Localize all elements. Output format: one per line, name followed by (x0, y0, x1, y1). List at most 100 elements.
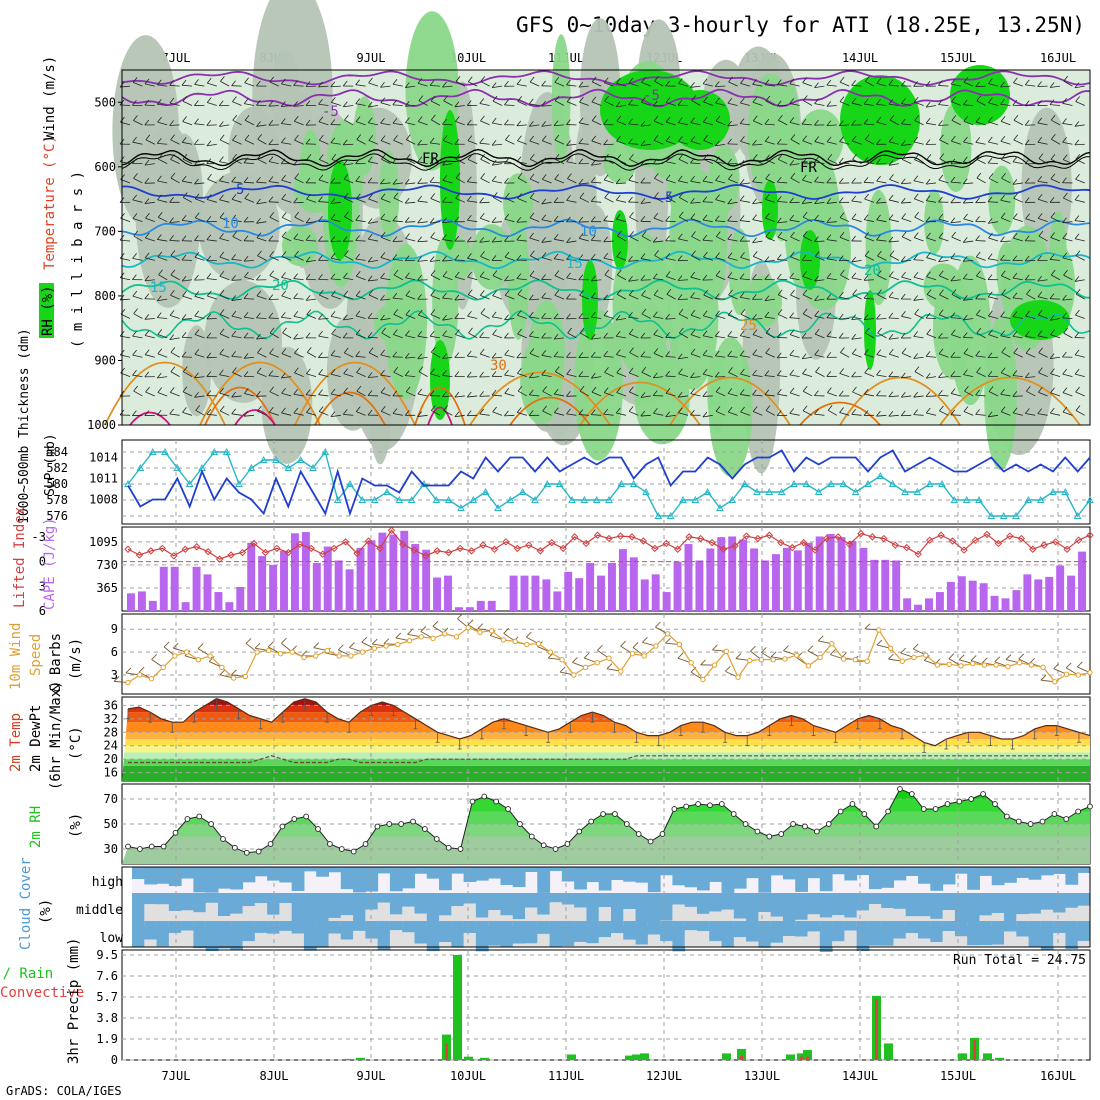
barb-flag (442, 234, 447, 240)
barb-flag (938, 390, 943, 396)
wind-barb-flag (1029, 657, 1036, 664)
barb (368, 376, 379, 378)
barb-flag (764, 295, 770, 302)
barb (368, 294, 379, 300)
cape-bar (1012, 590, 1021, 611)
barb (157, 317, 168, 319)
barb (777, 393, 788, 397)
wind-barb-flag (267, 641, 274, 648)
cape-bar (127, 593, 135, 611)
barb (268, 105, 279, 107)
barb-flag (876, 99, 881, 105)
barb (1013, 218, 1023, 223)
barb (603, 179, 614, 184)
barb (343, 318, 354, 321)
barb-flag (616, 135, 621, 142)
barb-flag (913, 232, 919, 238)
wind-speed-point (359, 649, 366, 655)
barb (244, 260, 255, 262)
thickness-point (506, 495, 515, 503)
barb (145, 354, 155, 358)
barb-flag (714, 215, 720, 221)
contour-label: FR (422, 151, 439, 167)
barb (1074, 220, 1085, 223)
barb-flag (591, 135, 597, 142)
barb-flag (900, 80, 906, 87)
barb (752, 181, 763, 184)
barb-flag (1062, 233, 1068, 239)
barb-flag (628, 118, 633, 125)
barb-flag (838, 255, 844, 261)
cloud-low-line (1040, 921, 1054, 924)
thickness-point (210, 447, 219, 455)
barb (852, 353, 862, 358)
barb (343, 295, 354, 300)
thickness-point (383, 487, 391, 495)
cloud-low-gap (353, 930, 366, 947)
barb-flag (963, 369, 968, 375)
barb (1074, 238, 1085, 242)
barb (442, 375, 453, 377)
thickness-point (987, 511, 996, 519)
cape-bar (1001, 598, 1010, 611)
barb (926, 122, 937, 126)
barb (690, 85, 701, 88)
barb (1062, 141, 1073, 145)
barb (405, 314, 416, 319)
barb-flag (480, 153, 485, 160)
barb (418, 100, 428, 106)
barb (864, 236, 875, 242)
barb-flag (926, 252, 931, 258)
cloud-mid-line (1077, 893, 1091, 896)
barb-flag (429, 158, 435, 164)
cloud-low-line (340, 921, 354, 924)
barb-flag (765, 327, 771, 334)
cloud-mid-bar (684, 896, 698, 907)
thickness-point (296, 455, 305, 463)
barb (865, 80, 875, 87)
barb (479, 103, 490, 106)
barb (281, 179, 292, 184)
thickness-point (592, 495, 601, 503)
barb-flag (132, 100, 137, 106)
lifted-point (490, 545, 499, 553)
wind-speed-point (958, 663, 964, 669)
barb-flag (442, 196, 447, 203)
barb-flag (194, 100, 199, 106)
barb (888, 337, 899, 340)
barb-flag (430, 309, 436, 315)
lifted-point (994, 539, 1003, 548)
cloud-low-bar (1077, 924, 1091, 941)
cape-bar (542, 579, 551, 611)
barb (343, 143, 354, 146)
barb (244, 198, 255, 203)
barb (405, 391, 416, 397)
wind-barb-flag (888, 653, 894, 660)
barb (380, 198, 391, 203)
cloud-mid-bar (905, 896, 919, 917)
barb-flag (740, 136, 745, 142)
barb-flag (293, 293, 298, 299)
barb (516, 239, 527, 242)
wind-speed-point (876, 627, 882, 633)
barb (392, 240, 403, 243)
barb-flag (182, 116, 187, 122)
barb (1050, 119, 1061, 126)
wind-tick: 3 (111, 668, 118, 682)
day-label-bottom: 11JUL (548, 1069, 584, 1083)
wind-barb-flag (572, 657, 578, 663)
barb-flag (206, 194, 212, 200)
thickness-point (716, 503, 724, 511)
barb (306, 394, 317, 397)
barb-flag (814, 214, 819, 221)
wind-barb-flag (301, 650, 308, 657)
barb-flag (702, 330, 708, 336)
barb (145, 217, 155, 223)
barb (740, 256, 751, 261)
wind-barb-flag (606, 663, 613, 670)
barb (330, 414, 341, 418)
barb-flag (628, 77, 634, 84)
barb-flag (1075, 288, 1081, 295)
barb-flag (1024, 120, 1030, 126)
precip-tick: 0 (111, 1053, 118, 1067)
